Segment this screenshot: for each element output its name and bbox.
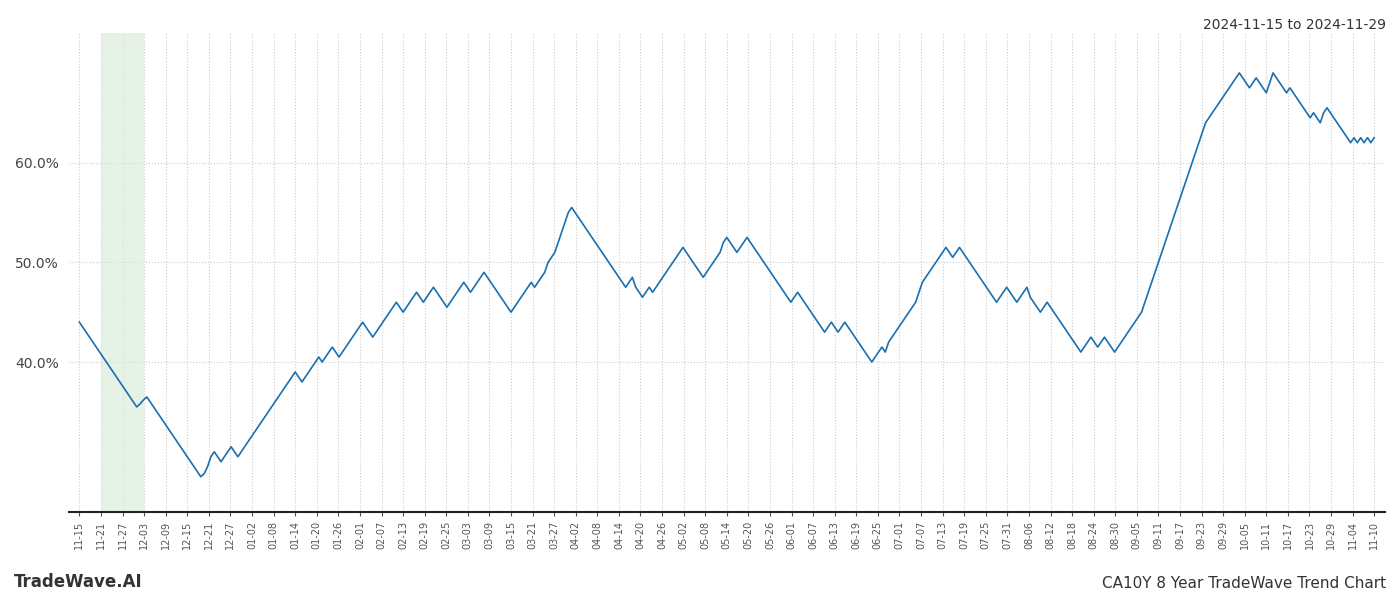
Text: 2024-11-15 to 2024-11-29: 2024-11-15 to 2024-11-29 (1203, 18, 1386, 32)
Text: TradeWave.AI: TradeWave.AI (14, 573, 143, 591)
Bar (101, 33, 144, 512)
Text: CA10Y 8 Year TradeWave Trend Chart: CA10Y 8 Year TradeWave Trend Chart (1102, 576, 1386, 591)
